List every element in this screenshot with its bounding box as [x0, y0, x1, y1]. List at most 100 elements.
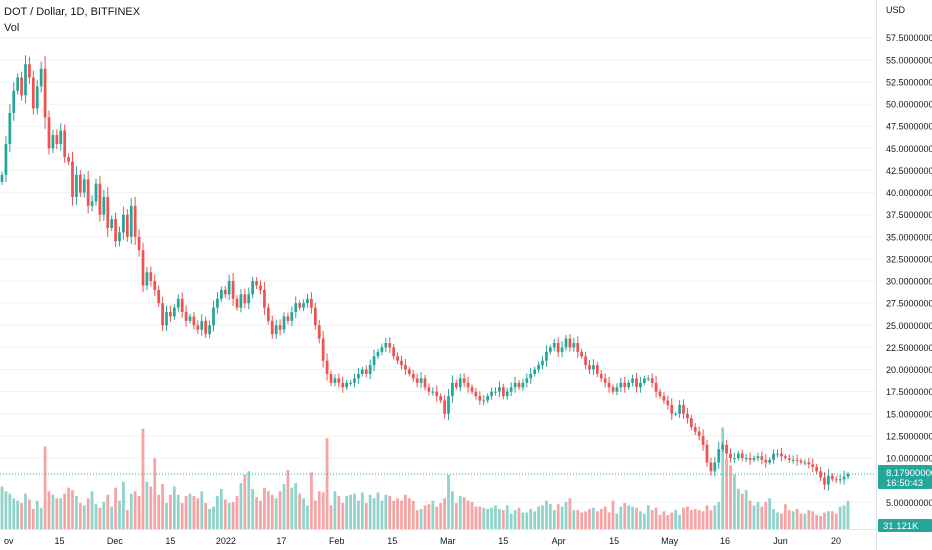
candle-body — [830, 475, 834, 480]
candle-body — [349, 382, 352, 384]
candle-body — [4, 143, 8, 175]
volume-bar — [368, 494, 372, 529]
volume-bar — [725, 458, 728, 529]
time-axis[interactable]: ov 15 Dec 15 2022 17 Feb 15 Mar 15 Apr 15 May 16 Jun 20 — [4, 536, 841, 546]
candle-body — [654, 382, 658, 392]
volume-bar — [384, 494, 388, 529]
volume-bar — [529, 508, 533, 529]
candle-body — [744, 458, 748, 460]
candle-body — [658, 391, 662, 397]
candle-body — [764, 459, 768, 463]
price-tick-label: 5.00000000 — [886, 498, 932, 508]
volume-indicator-label[interactable]: Vol — [4, 22, 20, 34]
last-price-label: 8.17900000 16:50:43 — [878, 465, 932, 489]
volume-bar — [353, 493, 356, 529]
candle-body — [255, 281, 258, 286]
candle-body — [180, 298, 184, 313]
volume-bar — [47, 491, 51, 529]
candle-body — [360, 369, 364, 374]
volume-bar — [380, 500, 384, 529]
volume-bar — [153, 458, 157, 529]
time-tick-label: 16 — [720, 536, 730, 546]
volume-bar — [313, 500, 317, 529]
candle-body — [768, 459, 772, 463]
volume-bar — [157, 494, 161, 529]
candle-body — [157, 289, 161, 304]
volume-bar — [161, 484, 164, 529]
volume-bar — [51, 494, 55, 529]
candle-body — [631, 378, 634, 383]
candle-body — [149, 272, 153, 282]
volume-bar — [24, 493, 27, 529]
candle-body — [90, 201, 94, 206]
candle-body — [133, 205, 137, 237]
volume-bar — [227, 503, 231, 529]
volume-bar — [172, 486, 176, 529]
volume-bar — [807, 510, 811, 529]
candle-body — [12, 90, 16, 113]
volume-bar — [204, 503, 208, 529]
candle-body — [529, 373, 533, 379]
candle-body — [176, 298, 180, 308]
candle-body — [568, 338, 572, 348]
volume-bar — [149, 486, 153, 529]
volume-bar — [39, 507, 43, 529]
price-tick-label: 10.00000000 — [886, 454, 932, 464]
volume-bar — [407, 498, 411, 529]
volume-bar — [525, 512, 529, 529]
candle-body — [439, 396, 443, 401]
candle-body — [576, 343, 580, 352]
candle-body — [541, 360, 544, 366]
price-axis[interactable]: USD 57.50000000 55.00000000 52.50000000 50.… — [886, 5, 932, 508]
last-price-countdown: 16:50:43 — [886, 478, 923, 489]
volume-bar — [548, 504, 552, 529]
volume-bar — [447, 474, 450, 529]
volume-bar — [576, 510, 580, 529]
volume-bar — [709, 510, 713, 529]
volume-bar — [282, 484, 286, 529]
price-tick-label: 57.50000000 — [886, 33, 932, 43]
volume-bar — [611, 500, 615, 529]
symbol-title[interactable]: DOT / Dollar, 1D, BITFINEX — [4, 6, 141, 18]
time-tick-label: 20 — [831, 536, 841, 546]
volume-bar — [470, 501, 474, 529]
candle-body — [572, 343, 576, 348]
volume-bar — [560, 506, 564, 529]
candle-body — [278, 325, 282, 330]
volume-bar — [764, 501, 768, 529]
candle-body — [212, 307, 215, 326]
candle-body — [819, 471, 822, 478]
candle-body — [666, 400, 670, 405]
volume-bar — [474, 506, 478, 529]
candle-body — [294, 303, 298, 313]
candle-body — [63, 130, 67, 158]
volume-bar — [830, 511, 834, 529]
volume-bar — [431, 500, 435, 529]
candle-body — [266, 307, 270, 321]
price-tick-label: 22.50000000 — [886, 343, 932, 353]
volume-bar — [266, 491, 270, 529]
chart-legend: DOT / Dollar, 1D, BITFINEX Vol — [4, 4, 140, 36]
candle-body — [701, 435, 705, 445]
candle-body — [615, 387, 619, 392]
candle-body — [380, 347, 384, 352]
candle-body — [404, 365, 407, 370]
volume-bar — [674, 510, 678, 529]
candle-body — [368, 365, 372, 374]
volume-bar — [71, 490, 74, 529]
volume-bar — [404, 494, 407, 529]
volume-bar — [819, 516, 822, 529]
volume-bar — [8, 493, 12, 529]
volume-bar — [317, 491, 321, 529]
candle-body — [364, 369, 368, 374]
candle-body — [357, 373, 360, 379]
volume-bar — [462, 497, 466, 529]
candle-body — [169, 312, 172, 317]
volume-bar — [184, 495, 188, 529]
volume-bar — [682, 507, 685, 529]
volume-bar — [349, 494, 352, 529]
candle-body — [337, 378, 341, 383]
volume-bar — [478, 506, 482, 529]
candle-body — [776, 453, 779, 455]
